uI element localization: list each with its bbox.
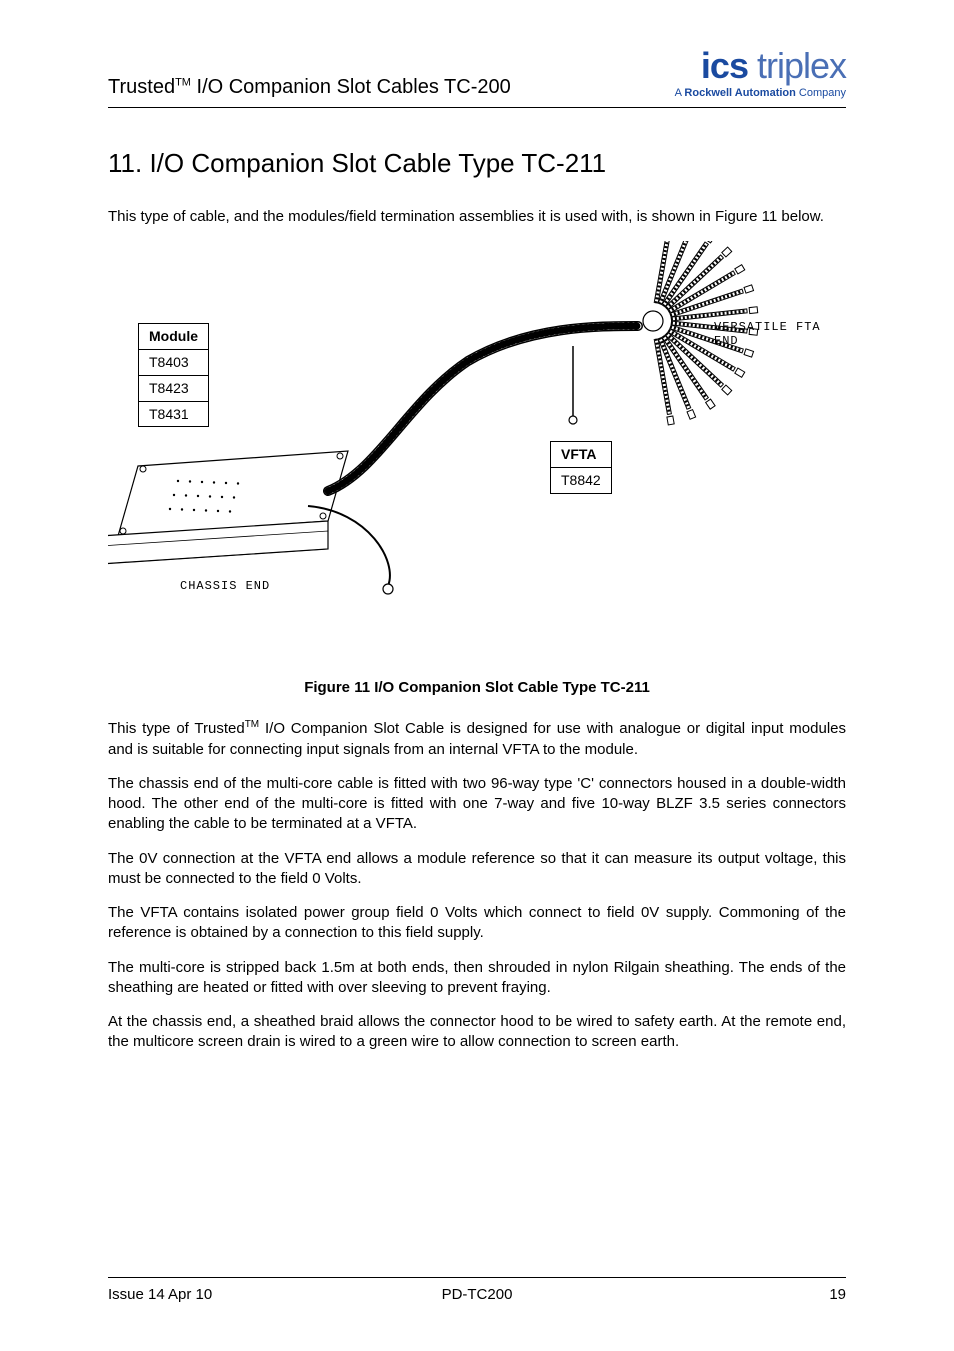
- body-text: This type of TrustedTM I/O Companion Slo…: [108, 718, 846, 1052]
- page-header: TrustedTM I/O Companion Slot Cables TC-2…: [108, 48, 846, 108]
- header-title-pre: Trusted: [108, 76, 175, 98]
- body-paragraph: The 0V connection at the VFTA end allows…: [108, 849, 846, 890]
- body-paragraph: The VFTA contains isolated power group f…: [108, 903, 846, 944]
- module-table-cell: T8403: [139, 350, 209, 376]
- label-versatile-fta-end: VERSATILE FTA END: [714, 320, 846, 348]
- logo-light: triplex: [748, 45, 846, 86]
- body-paragraph: At the chassis end, a sheathed braid all…: [108, 1012, 846, 1053]
- logo-sub: A Rockwell Automation Company: [675, 88, 846, 99]
- body-paragraph: This type of TrustedTM I/O Companion Slo…: [108, 718, 846, 760]
- logo-sub-post: Company: [796, 87, 846, 99]
- figure-caption: Figure 11 I/O Companion Slot Cable Type …: [108, 679, 846, 696]
- footer-doc-id: PD-TC200: [354, 1286, 600, 1303]
- footer-issue: Issue 14 Apr 10: [108, 1286, 354, 1303]
- module-table-cell: T8423: [139, 375, 209, 401]
- footer-page-number: 19: [600, 1286, 846, 1303]
- vfta-table-header: VFTA: [551, 442, 612, 468]
- intro-paragraph: This type of cable, and the modules/fiel…: [108, 207, 846, 227]
- vfta-table: VFTA T8842: [550, 441, 612, 494]
- vfta-table-cell: T8842: [551, 468, 612, 494]
- cable-diagram: [108, 241, 846, 661]
- label-chassis-end: CHASSIS END: [180, 579, 270, 593]
- page-footer: Issue 14 Apr 10 PD-TC200 19: [108, 1277, 846, 1303]
- page: TrustedTM I/O Companion Slot Cables TC-2…: [0, 0, 954, 1351]
- module-table-header: Module: [139, 324, 209, 350]
- section-heading: 11. I/O Companion Slot Cable Type TC-211: [108, 148, 846, 179]
- header-tm: TM: [175, 76, 191, 88]
- logo-sub-bold: Rockwell Automation: [684, 87, 795, 99]
- figure-11: Module T8403T8423T8431 VFTA T8842 VERSAT…: [108, 241, 846, 661]
- header-title: TrustedTM I/O Companion Slot Cables TC-2…: [108, 76, 511, 99]
- module-table-cell: T8431: [139, 401, 209, 427]
- logo: ics triplex A Rockwell Automation Compan…: [675, 48, 846, 99]
- logo-sub-pre: A: [675, 87, 685, 99]
- logo-bold: ics: [701, 45, 748, 86]
- section-number: 11.: [108, 148, 142, 178]
- module-table: Module T8403T8423T8431: [138, 323, 209, 427]
- logo-main: ics triplex: [701, 48, 846, 84]
- header-title-post: I/O Companion Slot Cables TC-200: [191, 76, 511, 98]
- body-paragraph: The chassis end of the multi-core cable …: [108, 774, 846, 835]
- section-title: I/O Companion Slot Cable Type TC-211: [149, 148, 606, 178]
- body-paragraph: The multi-core is stripped back 1.5m at …: [108, 958, 846, 999]
